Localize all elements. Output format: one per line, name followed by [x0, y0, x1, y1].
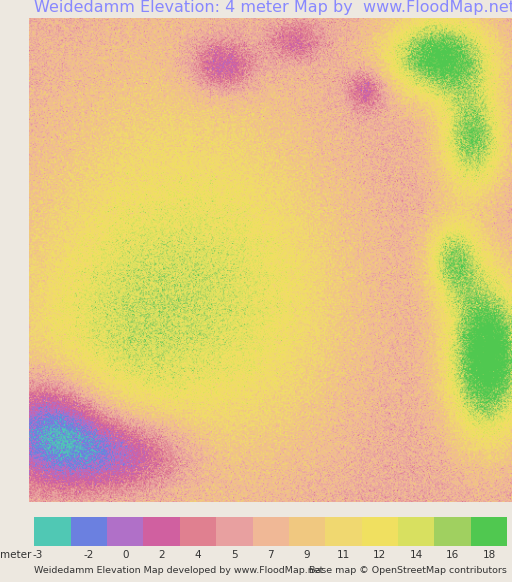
FancyBboxPatch shape: [143, 517, 180, 546]
Text: Base map © OpenStreetMap contributors: Base map © OpenStreetMap contributors: [309, 566, 507, 574]
Text: 11: 11: [337, 550, 350, 560]
FancyBboxPatch shape: [398, 517, 434, 546]
Text: meter: meter: [1, 550, 32, 560]
Text: 16: 16: [446, 550, 459, 560]
Text: 18: 18: [482, 550, 496, 560]
FancyBboxPatch shape: [34, 517, 71, 546]
Text: 0: 0: [122, 550, 129, 560]
FancyBboxPatch shape: [216, 517, 252, 546]
Text: 9: 9: [304, 550, 310, 560]
Text: 2: 2: [158, 550, 165, 560]
Text: 12: 12: [373, 550, 387, 560]
Text: 7: 7: [267, 550, 274, 560]
Text: 4: 4: [195, 550, 201, 560]
Text: Weidedamm Elevation Map developed by www.FloodMap.net: Weidedamm Elevation Map developed by www…: [34, 566, 324, 574]
Text: -3: -3: [33, 550, 43, 560]
FancyBboxPatch shape: [180, 517, 216, 546]
Text: Weidedamm Elevation: 4 meter Map by  www.FloodMap.net (beta): Weidedamm Elevation: 4 meter Map by www.…: [34, 0, 512, 15]
FancyBboxPatch shape: [471, 517, 507, 546]
FancyBboxPatch shape: [107, 517, 143, 546]
FancyBboxPatch shape: [361, 517, 398, 546]
Text: -2: -2: [83, 550, 94, 560]
FancyBboxPatch shape: [252, 517, 289, 546]
FancyBboxPatch shape: [434, 517, 471, 546]
FancyBboxPatch shape: [325, 517, 361, 546]
Text: 14: 14: [410, 550, 423, 560]
FancyBboxPatch shape: [71, 517, 107, 546]
FancyBboxPatch shape: [289, 517, 325, 546]
Text: 5: 5: [231, 550, 238, 560]
